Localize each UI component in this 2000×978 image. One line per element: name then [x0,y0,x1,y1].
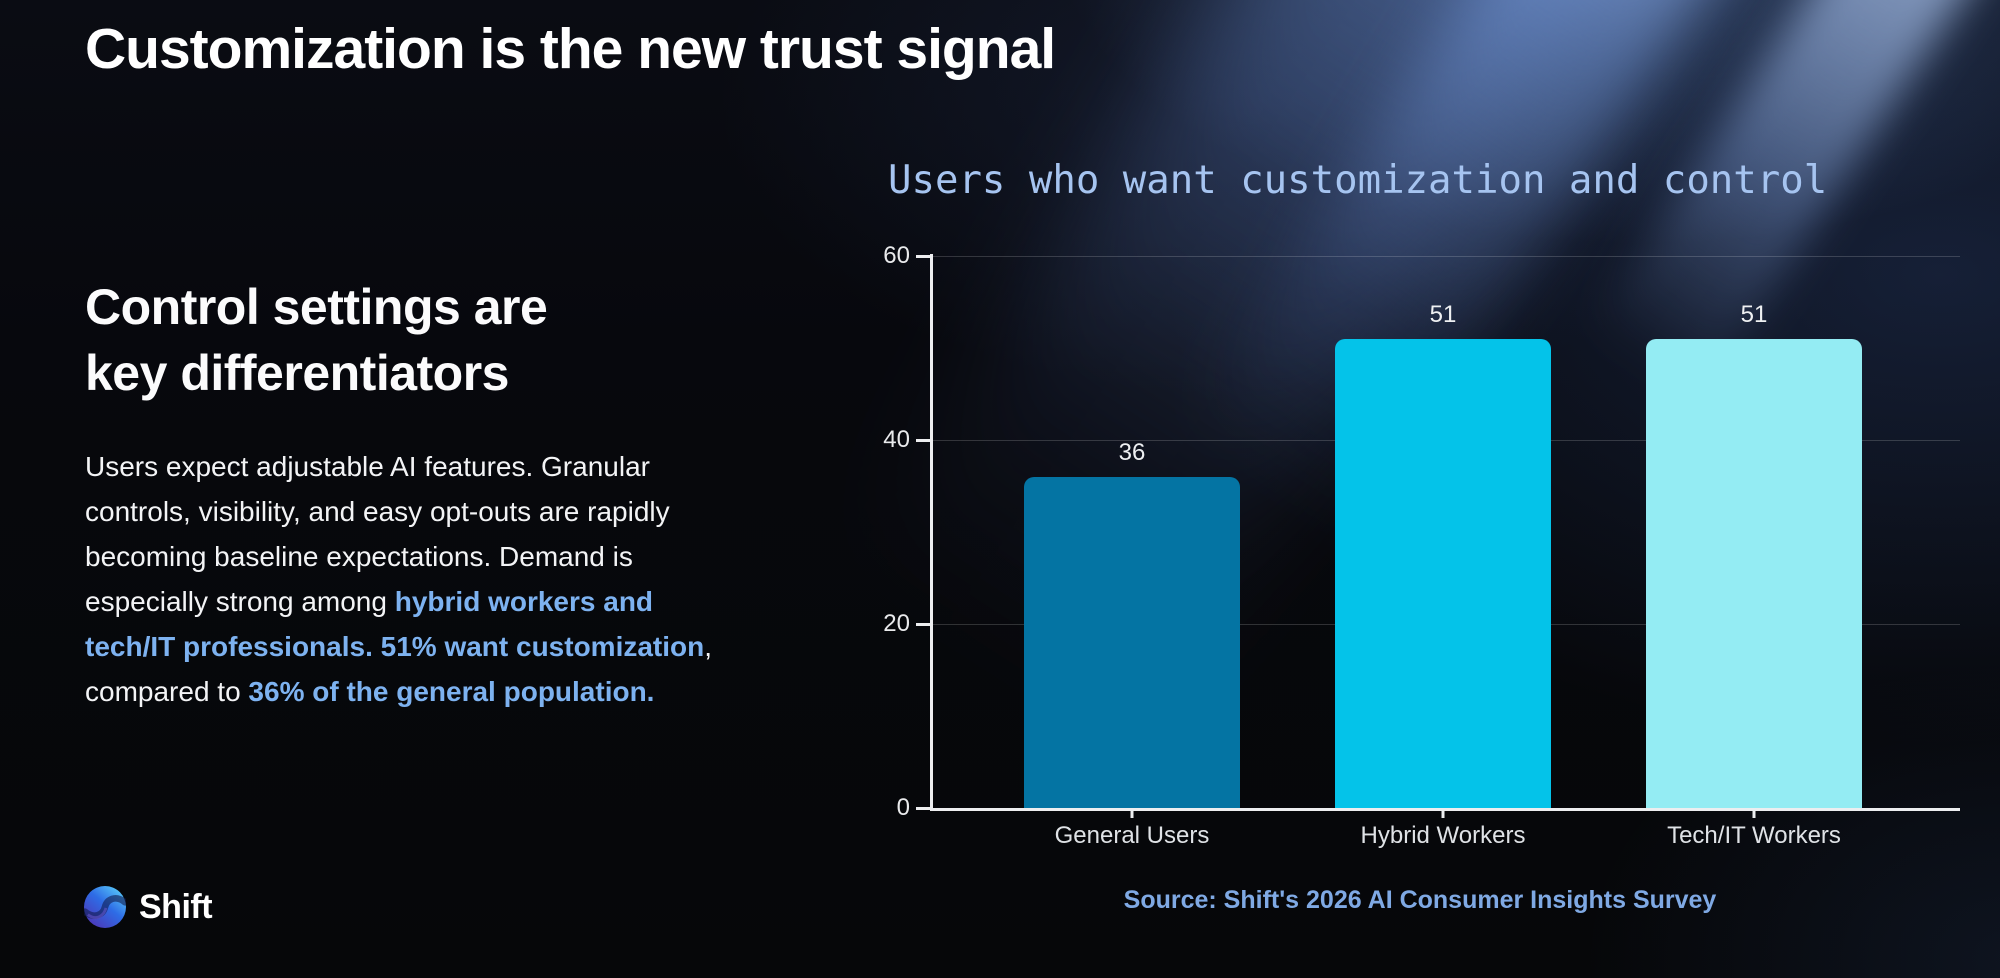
shift-sphere-icon [84,886,126,928]
y-axis-line [930,254,933,808]
y-tick-0 [916,807,930,810]
x-category-label: Tech/IT Workers [1667,822,1841,849]
x-axis-line [930,808,1960,811]
body-highlight-text: 36% of the general population. [248,676,655,707]
chart-source: Source: Shift's 2026 AI Consumer Insight… [1123,886,1717,914]
bar-hybrid-workers [1335,338,1551,808]
x-category-label: General Users [1054,822,1210,849]
body-text-segment: , compared to [85,631,713,707]
bar-value-label: 51 [1429,300,1457,328]
y-tick-label-60: 60 [883,242,910,269]
section-heading: Control settings are key differentiators [85,279,548,401]
bar-value-label: 36 [1118,438,1146,466]
bar-general-users [1024,476,1240,808]
x-tick [1441,808,1445,818]
bar-tech-it-workers [1646,338,1862,808]
x-tick [1752,808,1756,818]
y-tick-label-20: 20 [883,610,910,637]
page-title: Customization is the new trust signal [85,17,1056,81]
body-highlight-text: hybrid workers and tech/IT professionals… [85,586,705,662]
shift-logo: Shift [84,886,213,928]
body-paragraph: Users expect adjustable AI features. Gra… [85,444,737,714]
x-category-label: Hybrid Workers [1360,822,1526,849]
logo-wordmark: Shift [139,887,213,926]
bar-value-label: 51 [1740,300,1768,328]
y-tick-label-40: 40 [883,426,910,453]
y-tick-60 [916,255,930,258]
x-tick [1130,808,1134,818]
y-tick-20 [916,623,930,626]
body-text-segment: Users expect adjustable AI features. Gra… [85,451,670,617]
chart-title: Users who want customization and control [888,158,1828,203]
bar-chart: 0 20 40 60 36 General Users 51 Hybrid Workers 51… [883,242,1960,849]
y-tick-40 [916,439,930,442]
gridline-60 [933,256,1960,257]
y-tick-label-0: 0 [896,794,910,821]
